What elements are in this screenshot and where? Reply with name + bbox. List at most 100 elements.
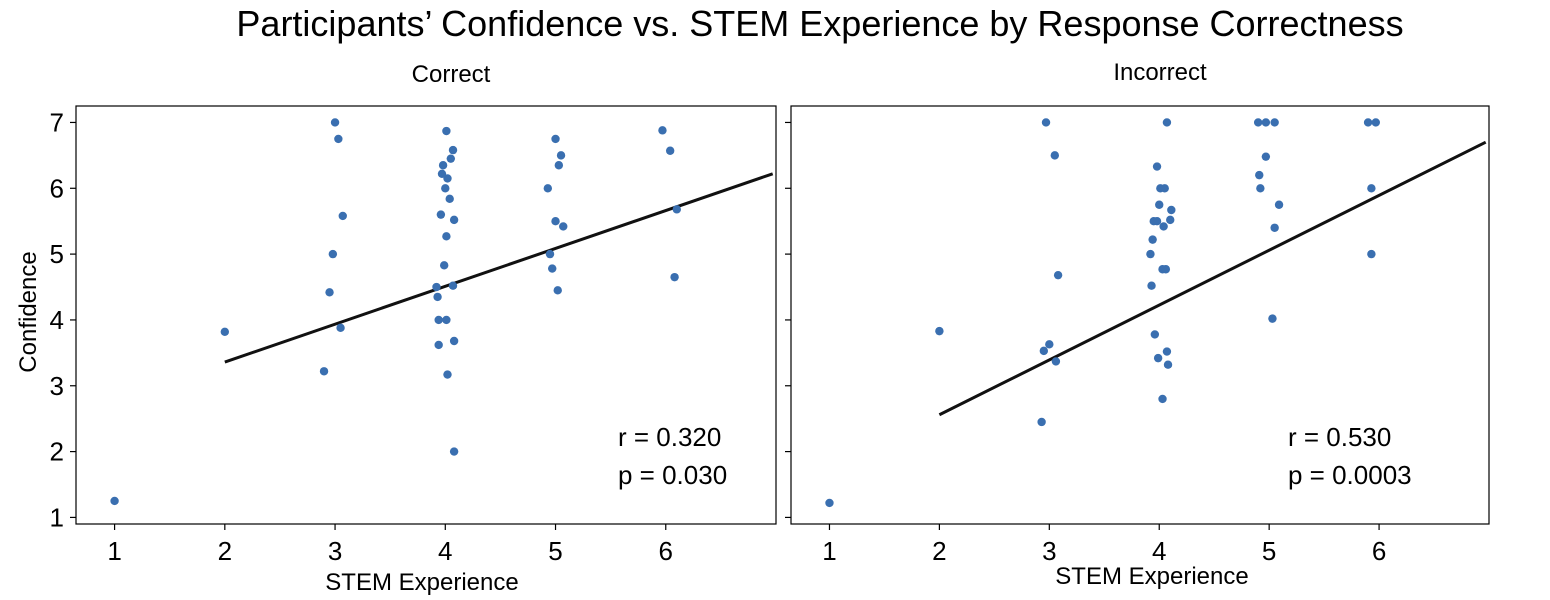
data-point (665, 146, 675, 155)
data-point (1166, 215, 1175, 225)
data-point (551, 216, 560, 226)
data-point (554, 161, 564, 170)
data-point (433, 292, 442, 302)
trend-line-incorrect (938, 140, 1487, 417)
data-point (436, 210, 446, 219)
x-axis-label-correct: STEM Experience (325, 569, 518, 596)
p-value-correct: p = 0.030 (618, 460, 727, 490)
data-point (325, 288, 334, 297)
r-value-incorrect: r = 0.530 (1288, 422, 1391, 452)
x-tick-label: 3 (1042, 536, 1056, 566)
x-tick-label: 3 (328, 536, 342, 566)
data-point (1163, 360, 1173, 369)
data-point (1371, 118, 1380, 127)
data-point (1153, 353, 1163, 363)
data-point (1152, 162, 1162, 171)
panel-title-correct: Correct (412, 61, 491, 88)
data-point (1039, 346, 1049, 356)
x-tick-label: 5 (1262, 536, 1276, 566)
p-value-incorrect: p = 0.0003 (1288, 460, 1412, 490)
data-point (442, 232, 451, 241)
y-tick-label: 4 (50, 305, 64, 335)
data-point (434, 340, 443, 350)
data-point (1167, 205, 1176, 215)
data-point (1051, 357, 1061, 366)
data-point (1159, 222, 1168, 231)
x-tick-label: 1 (107, 536, 121, 566)
y-axis-incorrect (785, 121, 791, 519)
data-point (1270, 118, 1279, 127)
data-point (432, 282, 441, 292)
r-value-correct: r = 0.320 (618, 422, 721, 452)
data-point (328, 249, 338, 259)
x-axis-correct: 1 2 3 4 5 6 (107, 524, 673, 566)
data-point (1268, 314, 1277, 323)
x-axis-label-incorrect: STEM Experience (1055, 563, 1248, 590)
data-point (449, 336, 459, 346)
scatter-points-correct (110, 118, 681, 506)
data-point (551, 134, 560, 144)
data-point (1146, 249, 1155, 259)
data-point (545, 249, 555, 259)
data-point (449, 447, 459, 456)
y-tick-label: 5 (50, 239, 64, 269)
data-point (553, 286, 562, 295)
data-point (1162, 347, 1172, 356)
data-point (438, 161, 448, 170)
data-point (1255, 170, 1264, 180)
data-point (330, 118, 340, 127)
data-point (1050, 151, 1060, 160)
data-point (220, 327, 230, 336)
data-point (1160, 184, 1169, 193)
data-point (1367, 184, 1376, 193)
data-point (1162, 118, 1172, 127)
data-point (1041, 118, 1051, 127)
data-point (672, 205, 681, 214)
data-point (1161, 265, 1171, 274)
x-tick-label: 4 (1152, 536, 1166, 566)
y-axis-correct: 1 2 3 4 5 6 7 (50, 107, 76, 532)
y-tick-label: 1 (50, 502, 64, 532)
data-point (448, 145, 458, 155)
data-point (935, 326, 944, 336)
x-tick-label: 6 (1372, 536, 1386, 566)
data-point (334, 134, 343, 144)
data-point (1274, 200, 1284, 209)
data-point (441, 184, 450, 193)
data-point (1045, 340, 1054, 349)
data-point (1037, 417, 1046, 427)
data-point (825, 498, 834, 508)
data-point (434, 315, 443, 325)
x-tick-label: 1 (822, 536, 836, 566)
y-tick-label: 6 (50, 173, 64, 203)
data-point (658, 126, 667, 135)
trend-line-correct (224, 172, 774, 364)
x-tick-label: 6 (659, 536, 673, 566)
data-point (1253, 118, 1263, 127)
data-point (1270, 223, 1279, 232)
data-point (449, 215, 459, 225)
data-point (110, 496, 119, 506)
data-point (670, 272, 679, 282)
data-point (559, 222, 568, 231)
data-point (445, 194, 454, 204)
x-tick-label: 4 (438, 536, 452, 566)
data-point (338, 211, 347, 221)
data-point (1147, 281, 1156, 290)
data-point (439, 261, 449, 270)
x-axis-incorrect: 1 2 3 4 5 6 (822, 524, 1386, 566)
data-point (1261, 118, 1271, 127)
data-point (1152, 216, 1162, 226)
data-point (1256, 184, 1265, 193)
panel-incorrect: Incorrect 1 2 3 4 5 6 STEM Experience r = 0.5… (785, 59, 1490, 590)
x-tick-label: 2 (932, 536, 946, 566)
data-point (448, 281, 458, 290)
data-point (1158, 394, 1167, 404)
data-point (319, 367, 329, 376)
y-axis-label-correct: Confidence (15, 251, 42, 372)
data-point (442, 126, 451, 136)
data-point (1148, 235, 1157, 244)
data-point (543, 184, 553, 193)
data-point (556, 151, 566, 160)
y-tick-label: 2 (50, 437, 64, 467)
